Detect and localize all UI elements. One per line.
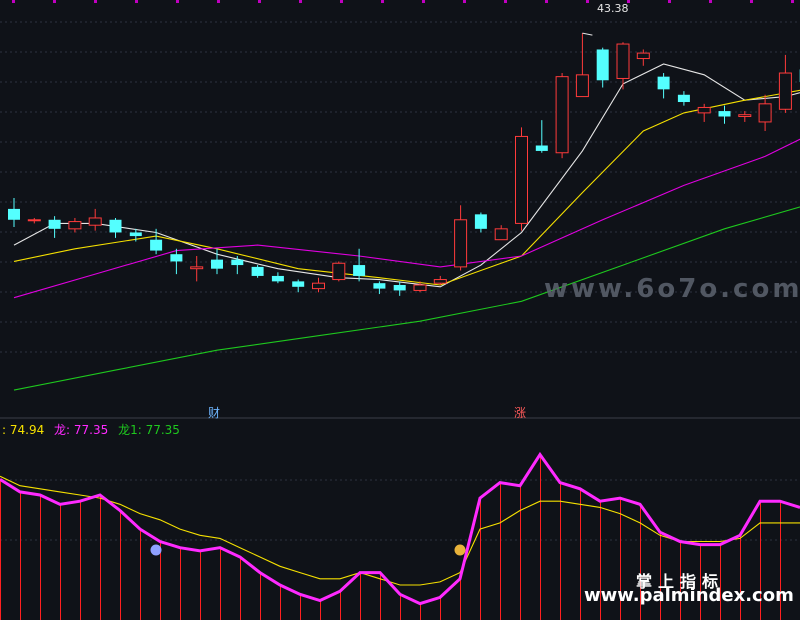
money-bag-icon	[454, 544, 466, 556]
ma-line-3	[13, 138, 800, 299]
candle-body	[109, 219, 122, 233]
ma-line-4	[13, 206, 800, 391]
candle-body	[231, 259, 244, 266]
legend-item-2: 龙: 77.35	[54, 423, 109, 437]
signal-zhang: 涨	[514, 406, 527, 420]
candle-body	[211, 259, 223, 269]
top-tick	[12, 0, 15, 3]
candle-body	[8, 208, 20, 220]
candle-body	[636, 52, 650, 60]
candle-body	[738, 114, 752, 118]
top-tick	[545, 0, 548, 3]
candlestick-series	[8, 32, 800, 296]
top-tick	[750, 0, 753, 3]
candle-body	[129, 232, 142, 237]
candle-body	[494, 228, 508, 241]
candle-body	[170, 254, 183, 262]
top-tick	[627, 0, 630, 3]
candle-body	[48, 219, 61, 229]
top-tick	[217, 0, 220, 3]
top-tick	[258, 0, 261, 3]
top-tick	[94, 0, 97, 3]
candle-body	[413, 284, 427, 291]
top-tick	[381, 0, 384, 3]
candle-body	[718, 111, 731, 117]
top-tick	[53, 0, 56, 3]
ma-line-1	[13, 63, 800, 288]
candle-body	[474, 214, 487, 229]
top-tick	[463, 0, 466, 3]
top-tick	[176, 0, 179, 3]
ma-line-2	[13, 89, 800, 286]
candle-body	[515, 135, 528, 224]
indicator-legend: : 74.94 龙: 77.35 龙1: 77.35	[2, 421, 186, 438]
sad-face-icon	[150, 544, 162, 556]
candle-body	[88, 217, 102, 226]
candle-body	[433, 279, 447, 284]
candle-body	[312, 282, 325, 290]
legend-item-1: : 74.94	[2, 423, 45, 437]
candle-body	[373, 283, 386, 289]
candle-body	[535, 145, 548, 151]
candle-body	[271, 275, 284, 282]
indicator-line-signal	[0, 475, 800, 586]
watermark-site: www.6o7o.com	[544, 274, 800, 304]
high-price-label: 43.38	[597, 2, 629, 15]
indicator-gridlines	[0, 479, 800, 541]
candle-body	[332, 262, 346, 281]
top-tick	[504, 0, 507, 3]
candle-body	[68, 221, 82, 230]
candle-body	[677, 94, 690, 103]
candle-body	[778, 72, 792, 110]
top-tick	[340, 0, 343, 3]
candle-body	[27, 219, 41, 222]
legend-item-3: 龙1: 77.35	[118, 423, 180, 437]
candle-body	[150, 239, 163, 251]
candle-body	[454, 219, 468, 268]
indicator-bars	[0, 454, 781, 620]
signal-icons	[150, 544, 466, 556]
top-tick	[668, 0, 671, 3]
candle-body	[251, 266, 264, 276]
top-tick	[135, 0, 138, 3]
candle-body	[190, 266, 204, 270]
candle-body	[292, 281, 305, 287]
candle-body	[575, 74, 589, 98]
candle-body	[758, 103, 772, 123]
top-tick	[791, 0, 794, 3]
indicator-line-long	[0, 451, 800, 606]
watermark-url: www.palmindex.com	[584, 585, 794, 606]
candle-body	[555, 76, 569, 154]
top-dotted-border	[0, 0, 800, 3]
candle-body	[697, 106, 711, 114]
candle-body	[657, 76, 670, 90]
indicator-lines	[0, 451, 800, 606]
candle-body	[393, 284, 406, 291]
candle-body	[353, 265, 366, 276]
top-tick	[299, 0, 302, 3]
top-tick	[586, 0, 589, 3]
candle-body	[596, 49, 609, 81]
moving-average-lines	[13, 63, 800, 391]
signal-cai: 财	[208, 406, 221, 420]
top-tick	[709, 0, 712, 3]
watermark-cn: 掌上指标	[636, 572, 725, 591]
top-tick	[422, 0, 425, 3]
candle-body	[616, 43, 630, 79]
high-marker	[582, 32, 593, 36]
